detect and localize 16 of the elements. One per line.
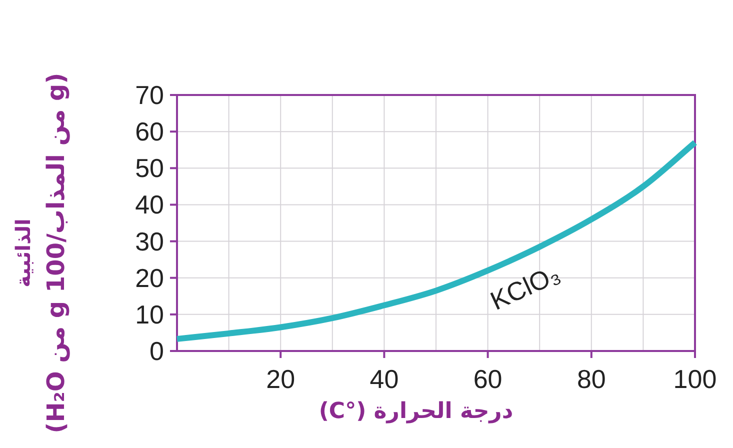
- text: KClO₃: [486, 258, 564, 316]
- y-tick-label: 0: [150, 336, 164, 366]
- y-axis-title: الذائبية (g من المذاب/g 100 من H₂O): [11, 72, 70, 434]
- y-tick-label: 20: [135, 262, 164, 293]
- x-tick-label: 60: [473, 364, 502, 394]
- y-tick-label: 50: [135, 153, 164, 184]
- x-tick-label: 100: [673, 364, 717, 394]
- x-tick-label: 40: [370, 364, 399, 394]
- y-tick-label: 40: [135, 190, 164, 220]
- x-tick-label: 80: [576, 364, 606, 394]
- y-tick-label: 70: [135, 80, 164, 110]
- x-tick-label: 20: [266, 364, 296, 394]
- y-tick-label: 10: [135, 299, 164, 330]
- y-tick-label: 60: [135, 116, 164, 147]
- x-axis-title: درجة الحرارة (°C): [318, 399, 514, 424]
- y-tick-label: 30: [135, 226, 164, 256]
